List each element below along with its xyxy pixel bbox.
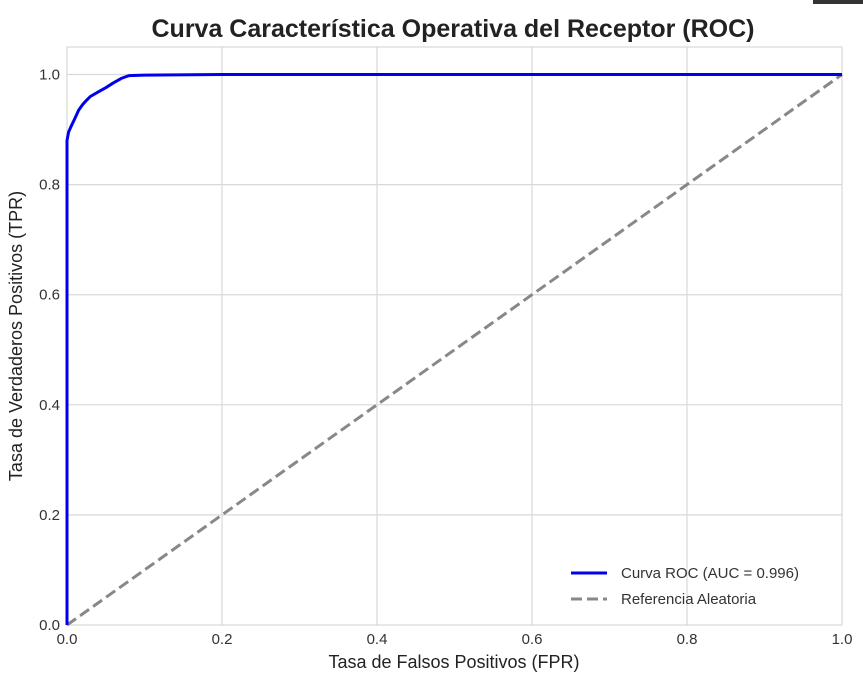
tick-labels: 0.0 0.2 0.4 0.6 0.8 1.0 0.0 0.2 0.4 0.6 0.8 1.0 [39,67,852,648]
x-tick-label-1: 0.2 [212,631,233,648]
y-tick-label-5: 1.0 [39,67,60,84]
reference-line [66,73,843,627]
x-axis-label: Tasa de Falsos Positivos (FPR) [328,652,579,672]
roc-curve-line [65,73,842,625]
plot-area [67,47,842,625]
y-tick-label-1: 0.2 [39,507,60,524]
y-axis-label: Tasa de Verdaderos Positivos (TPR) [6,191,26,481]
series-layer [65,73,843,627]
x-tick-label-2: 0.4 [367,631,388,648]
legend-label-1: Referencia Aleatoria [621,591,757,608]
legend: Curva ROC (AUC = 0.996) Referencia Aleato… [571,565,799,608]
legend-label-0: Curva ROC (AUC = 0.996) [621,565,799,582]
x-tick-label-4: 0.8 [677,631,698,648]
x-tick-label-0: 0.0 [57,631,78,648]
y-tick-label-3: 0.6 [39,287,60,304]
x-tick-label-3: 0.6 [522,631,543,648]
chart-title: Curva Característica Operativa del Recep… [152,15,755,43]
corner-mark [813,0,863,4]
x-tick-label-5: 1.0 [832,631,853,648]
y-tick-label-4: 0.8 [39,177,60,194]
y-tick-label-0: 0.0 [39,617,60,634]
y-tick-label-2: 0.4 [39,397,60,414]
